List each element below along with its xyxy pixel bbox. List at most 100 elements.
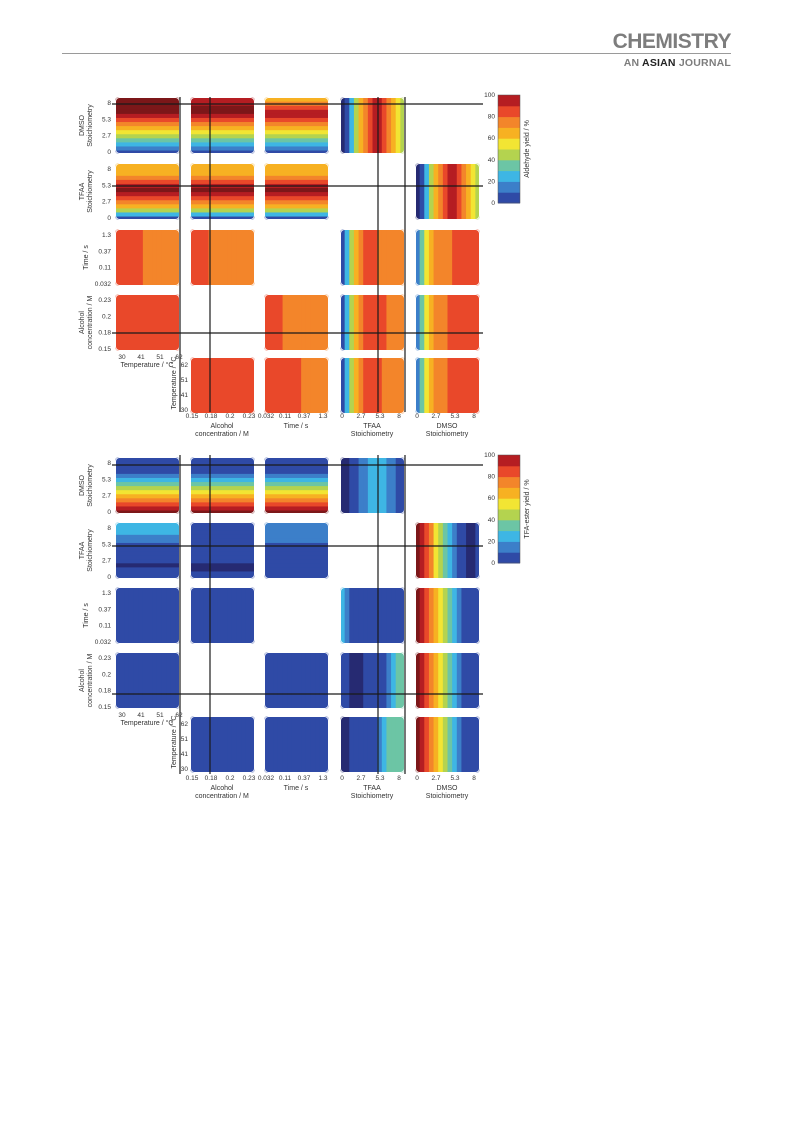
contour-band [190, 530, 255, 535]
contour-band [442, 357, 449, 414]
y-tick-label: 5.3 [102, 116, 111, 123]
contour-band [344, 97, 350, 154]
x-tick-label: 62 [175, 712, 183, 719]
contour-band [241, 587, 247, 644]
contour-band [395, 294, 401, 351]
contour-band [227, 229, 233, 286]
contour-band [264, 485, 329, 491]
x-tick-label: 5.3 [375, 775, 384, 782]
colorbar-swatch [498, 476, 520, 488]
y-tick-label: 0.18 [98, 688, 111, 695]
contour-band [264, 191, 329, 197]
contour-band [291, 294, 298, 351]
colorbar-swatch [498, 541, 520, 553]
contour-band [190, 481, 255, 487]
contour-band [433, 587, 439, 644]
contour-band [296, 357, 302, 414]
contour-band [170, 294, 176, 351]
contour-band [264, 469, 329, 474]
contour-band [245, 357, 251, 414]
x-axis-label: TFAA [363, 785, 381, 792]
colorbar-swatch [498, 116, 520, 128]
contour-band [264, 457, 329, 462]
contour-band [438, 294, 444, 351]
contour-band [264, 546, 329, 552]
contour-band [386, 587, 392, 644]
contour-band [115, 187, 180, 193]
colorbar-swatch [498, 509, 520, 521]
contour-band [190, 566, 255, 572]
contour-band [419, 522, 425, 579]
y-tick-label: 1.3 [102, 232, 111, 239]
contour-band [461, 522, 467, 579]
y-tick-label: 0.23 [98, 655, 111, 662]
contour-band [452, 163, 458, 220]
contour-band [190, 473, 255, 478]
x-tick-label: 2.7 [431, 413, 440, 420]
panel-border [264, 163, 329, 220]
contour-band [213, 716, 219, 773]
contour-band [367, 457, 374, 514]
contour-band [250, 587, 255, 644]
contour-band [264, 509, 329, 514]
contour-band [264, 129, 329, 135]
contour-band [264, 465, 329, 470]
y-tick-label: 0.11 [99, 623, 112, 630]
contour-band [400, 457, 405, 514]
contour-band [264, 493, 329, 499]
contour-band [319, 716, 325, 773]
contour-band [115, 199, 180, 205]
colorbar-frame [497, 94, 521, 204]
colorbar-label: TFA-ester yield / % [524, 479, 531, 538]
contour-band [310, 652, 316, 709]
row-label-line1: Alcohol [79, 669, 86, 692]
contour-band [447, 163, 453, 220]
contour-band [124, 587, 130, 644]
row-label-TF: TFAA Stoichiometry [79, 170, 94, 213]
contour-band [208, 587, 214, 644]
contour-band [377, 652, 383, 709]
colorbar-swatch [498, 95, 520, 107]
contour-band [133, 587, 139, 644]
x-tick-label: 0.37 [298, 775, 311, 782]
y-tick-label: 2.7 [102, 558, 111, 565]
contour-band [199, 587, 205, 644]
contour-band [358, 294, 364, 351]
contour-band [386, 652, 392, 709]
contour-band [231, 587, 238, 644]
y-tick-label: 41 [181, 392, 189, 399]
contour-band [367, 97, 374, 154]
y-tick-label: 0.23 [98, 297, 111, 304]
contour-band [115, 465, 180, 470]
x-tick-label: 0.11 [279, 775, 292, 782]
contour-band [115, 562, 180, 568]
contour-band [273, 652, 279, 709]
contour-band [452, 522, 458, 579]
contour-band [372, 229, 378, 286]
contour-band [115, 203, 180, 209]
panel-border [264, 357, 329, 414]
contour-band [190, 129, 255, 135]
contour-band [115, 566, 180, 572]
colorbar-swatch [498, 455, 520, 467]
y-tick-label: 30 [181, 766, 189, 773]
contour-band [282, 652, 288, 709]
contour-band [301, 357, 307, 414]
contour-band [190, 179, 255, 184]
contour-band [152, 652, 158, 709]
y-tick-label: 8 [107, 460, 111, 467]
contour-panel-alcohol-concentration-vs-dmso [415, 652, 480, 709]
contour-band [264, 167, 329, 172]
contour-band [115, 461, 180, 466]
contour-band [344, 357, 350, 414]
contour-band [433, 357, 439, 414]
contour-band [386, 457, 392, 514]
y-tick-label: 0.37 [98, 606, 111, 613]
contour-band [470, 357, 476, 414]
contour-band [319, 652, 325, 709]
contour-band [190, 570, 255, 576]
contour-band [264, 534, 329, 539]
contour-band [115, 652, 121, 709]
contour-band [475, 652, 480, 709]
